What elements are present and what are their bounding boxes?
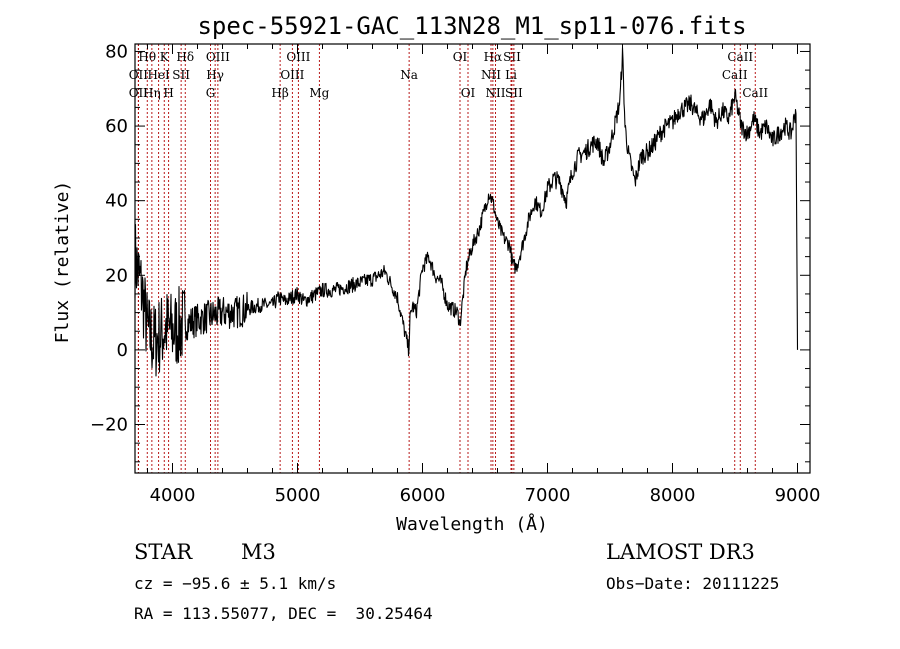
emission-line-markers: Hθ OII OII K HeI Hη H SII Hδ OIII Hγ G OIII OIII Hβ Mg N… — [129, 44, 768, 473]
spectral-line-label: SII — [503, 50, 521, 64]
sky-coordinates: RA = 113.55077, DEC = 30.25464 — [134, 604, 433, 623]
y-tick-label: 40 — [105, 191, 128, 212]
spectral-line-label: Hθ — [138, 50, 156, 64]
spectral-line-label: H — [163, 86, 173, 100]
spectral-line-label: Na — [400, 68, 418, 82]
spectral-line-label: HeI — [147, 68, 170, 82]
x-tick-label: 7000 — [525, 485, 571, 506]
x-tick-label: 6000 — [400, 485, 446, 506]
spectral-line-label: Hδ — [176, 50, 194, 64]
observation-date: Obs−Date: 20111225 — [606, 574, 780, 593]
axis-ticks: 4000 5000 6000 7000 8000 9000 −20 0 20 40 60 80 — [90, 41, 820, 506]
x-tick-label: 8000 — [650, 485, 696, 506]
spectral-line-label: OIII — [206, 50, 230, 64]
spectral-line-label: Hγ — [206, 68, 224, 82]
spectral-line-label: NII — [486, 86, 506, 100]
spectral-line-label: SII — [505, 86, 523, 100]
spectral-line-label: OI — [461, 86, 476, 100]
spectral-line-label: Hβ — [271, 86, 288, 100]
spectral-line-label: CaII — [722, 68, 748, 82]
spectral-line-label: Mg — [309, 86, 329, 100]
spectral-line-label: OII — [129, 86, 149, 100]
y-tick-label: 60 — [105, 116, 128, 137]
x-axis-label: Wavelength (Å) — [396, 513, 548, 535]
spectral-line-label: OII — [129, 68, 149, 82]
y-tick-label: 80 — [105, 41, 128, 62]
plot-frame — [134, 43, 811, 474]
spectral-line-label: Hα — [484, 50, 503, 64]
chart-title: spec-55921-GAC_113N28_M1_sp11-076.fits — [197, 12, 746, 40]
spectral-line-label: CaII — [742, 86, 768, 100]
spectral-line-label: OIII — [280, 68, 304, 82]
spectral-line-label: OIII — [286, 50, 310, 64]
y-tick-label: 0 — [117, 340, 128, 361]
object-class: STAR — [134, 540, 193, 564]
spectral-line-label: OI — [453, 50, 468, 64]
x-tick-label: 5000 — [275, 485, 321, 506]
y-tick-label: 20 — [105, 265, 128, 286]
spectral-line-label: CaII — [727, 50, 753, 64]
spectral-line-label: Hη — [143, 86, 161, 100]
redshift-velocity: cz = −95.6 ± 5.1 km/s — [134, 574, 337, 593]
survey-name: LAMOST DR3 — [606, 540, 755, 564]
spectral-line-label: Li — [505, 68, 517, 82]
y-axis-label: Flux (relative) — [52, 181, 73, 344]
spectral-line-label: K — [160, 50, 170, 64]
spectral-line-label: G — [206, 86, 216, 100]
object-subclass: M3 — [241, 540, 276, 564]
spectral-line-label: NII — [481, 68, 501, 82]
y-tick-label: −20 — [90, 415, 128, 436]
spectral-line-label: SII — [172, 68, 190, 82]
spectrum-series — [134, 47, 799, 377]
x-tick-label: 9000 — [775, 485, 821, 506]
x-tick-label: 4000 — [150, 485, 196, 506]
